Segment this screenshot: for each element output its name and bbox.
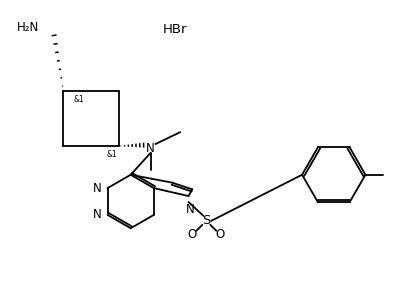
Text: &1: &1 (73, 96, 84, 104)
Text: &1: &1 (106, 150, 117, 159)
Text: N: N (93, 182, 102, 194)
Text: O: O (216, 228, 225, 241)
Text: HBr: HBr (163, 22, 188, 36)
Text: N: N (93, 208, 102, 221)
Text: H₂N: H₂N (18, 21, 39, 34)
Text: O: O (188, 228, 197, 241)
Text: S: S (202, 214, 210, 227)
Text: N: N (186, 203, 195, 216)
Text: N: N (146, 141, 155, 155)
